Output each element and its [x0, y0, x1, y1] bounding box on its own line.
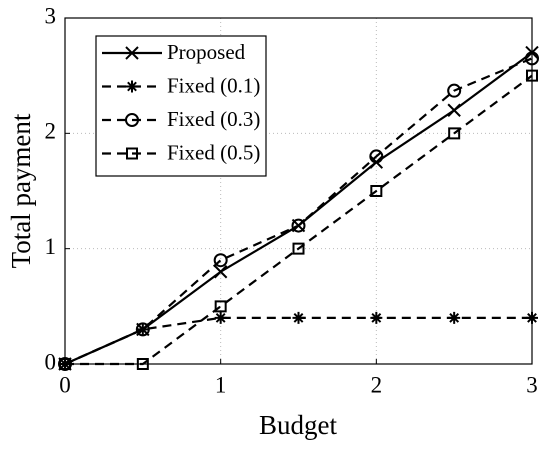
data-point	[526, 69, 538, 82]
x-tick-label: 2	[371, 372, 383, 397]
plot-frame	[64, 17, 533, 365]
data-point	[213, 253, 228, 268]
series-line	[65, 74, 533, 366]
legend-label: Fixed (0.1)	[167, 73, 260, 97]
data-point	[135, 322, 150, 337]
legend-marker	[125, 46, 139, 60]
data-point	[59, 358, 71, 370]
data-point	[213, 265, 228, 279]
data-point	[524, 51, 540, 66]
data-point	[292, 242, 305, 255]
data-point	[447, 83, 462, 98]
data-point	[447, 103, 461, 117]
x-tick-label: 1	[215, 372, 227, 397]
legend-marker	[126, 147, 138, 160]
legend-marker	[124, 113, 140, 127]
legend-label: Fixed (0.3)	[167, 107, 260, 131]
legend-label: Proposed	[167, 40, 246, 64]
series-line	[64, 57, 533, 366]
legend-marker	[126, 80, 138, 93]
x-tick-label: 3	[526, 372, 538, 397]
x-tick-label: 0	[59, 372, 71, 397]
data-point	[214, 300, 227, 313]
y-tick-label: 0	[45, 349, 57, 374]
y-axis-label: Total payment	[6, 113, 36, 268]
x-axis-label: Budget	[259, 410, 337, 440]
legend-label: Fixed (0.5)	[167, 140, 260, 164]
data-point	[136, 358, 149, 370]
data-point	[370, 185, 383, 197]
data-point	[370, 311, 383, 324]
y-tick-label: 3	[45, 3, 57, 28]
data-point	[214, 311, 227, 324]
legend: Proposed Fixed (0.1) Fixed (0.3) Fixed (0.5…	[95, 35, 267, 177]
data-point	[448, 311, 461, 324]
data-point	[291, 218, 306, 233]
data-point	[526, 311, 538, 324]
y-tick-label: 2	[45, 119, 57, 144]
y-tick-label: 1	[45, 234, 57, 259]
data-point	[136, 323, 149, 336]
data-point	[292, 311, 305, 324]
data-point	[369, 149, 384, 164]
data-point	[448, 127, 461, 140]
